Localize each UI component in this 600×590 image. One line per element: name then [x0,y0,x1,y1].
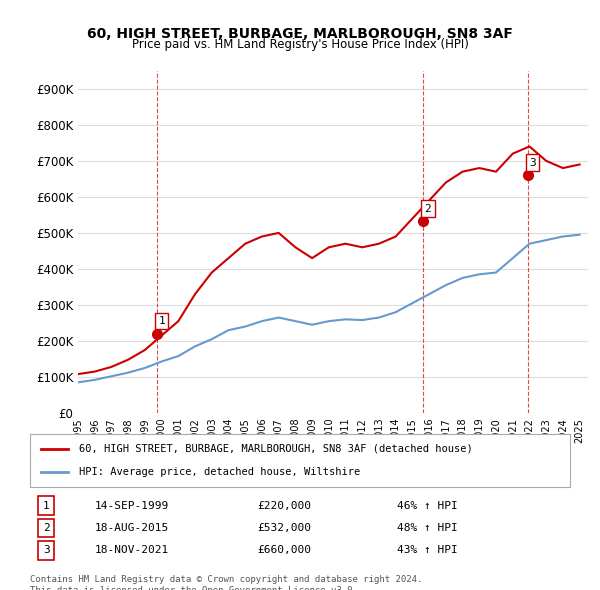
Text: 2: 2 [43,523,50,533]
Text: 46% ↑ HPI: 46% ↑ HPI [397,501,458,511]
Text: 2: 2 [425,204,431,214]
Text: 60, HIGH STREET, BURBAGE, MARLBOROUGH, SN8 3AF (detached house): 60, HIGH STREET, BURBAGE, MARLBOROUGH, S… [79,444,472,454]
Text: £532,000: £532,000 [257,523,311,533]
Text: Price paid vs. HM Land Registry's House Price Index (HPI): Price paid vs. HM Land Registry's House … [131,38,469,51]
Text: £220,000: £220,000 [257,501,311,511]
Text: 18-NOV-2021: 18-NOV-2021 [95,545,169,555]
Text: 60, HIGH STREET, BURBAGE, MARLBOROUGH, SN8 3AF: 60, HIGH STREET, BURBAGE, MARLBOROUGH, S… [87,27,513,41]
Text: 3: 3 [43,545,50,555]
Text: 48% ↑ HPI: 48% ↑ HPI [397,523,458,533]
Text: 3: 3 [529,158,536,168]
Text: £660,000: £660,000 [257,545,311,555]
Text: 1: 1 [43,501,50,511]
Text: 43% ↑ HPI: 43% ↑ HPI [397,545,458,555]
Text: HPI: Average price, detached house, Wiltshire: HPI: Average price, detached house, Wilt… [79,467,360,477]
Text: 14-SEP-1999: 14-SEP-1999 [95,501,169,511]
Text: 18-AUG-2015: 18-AUG-2015 [95,523,169,533]
Text: Contains HM Land Registry data © Crown copyright and database right 2024.
This d: Contains HM Land Registry data © Crown c… [30,575,422,590]
Text: 1: 1 [158,316,165,326]
